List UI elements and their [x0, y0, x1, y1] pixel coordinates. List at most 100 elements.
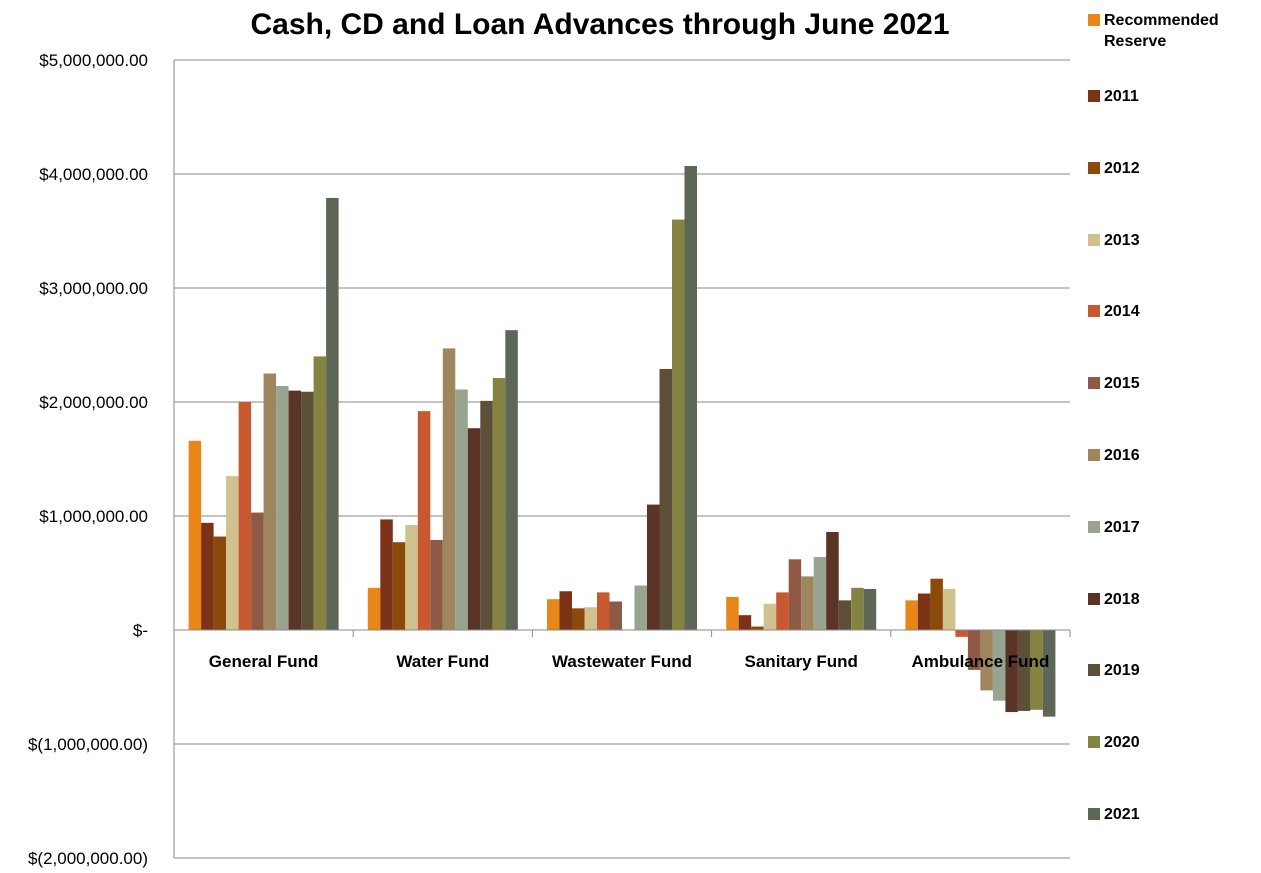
bar	[763, 603, 777, 630]
y-tick-label: $1,000,000.00	[39, 507, 148, 526]
y-tick-label: $3,000,000.00	[39, 279, 148, 298]
legend-label: 2019	[1104, 662, 1140, 680]
bar	[467, 428, 481, 630]
chart-title: Cash, CD and Loan Advances through June …	[250, 8, 950, 41]
bar	[597, 592, 610, 630]
bar	[609, 601, 622, 630]
bar	[917, 593, 931, 630]
bar	[238, 402, 252, 630]
legend-item: 2019	[1088, 660, 1254, 681]
bar	[326, 197, 339, 630]
legend-swatch	[1088, 161, 1100, 174]
bar	[213, 536, 227, 630]
legend-item: 2017	[1088, 517, 1254, 538]
y-axis-tick-labels: $5,000,000.00 $4,000,000.00 $3,000,000.00 $…	[28, 51, 148, 868]
legend-label: Recommended Reserve	[1104, 12, 1219, 50]
axes	[173, 60, 1071, 858]
legend-label: 2020	[1104, 734, 1140, 752]
legend-label: 2016	[1104, 447, 1140, 464]
bar	[367, 587, 381, 630]
x-axis-tick-labels: General Fund Water Fund Wastewater Fund San…	[209, 652, 1050, 671]
bar	[955, 630, 968, 637]
bar	[430, 539, 443, 630]
legend-label: 2012	[1104, 159, 1140, 177]
legend-swatch	[1088, 592, 1100, 605]
legend-item: 2018	[1088, 589, 1254, 610]
bar	[838, 600, 852, 630]
bar	[547, 599, 560, 630]
legend-swatch	[1088, 90, 1100, 102]
bar	[905, 600, 918, 630]
bar	[480, 400, 493, 630]
bar	[380, 519, 393, 630]
bar	[851, 587, 864, 630]
bar	[684, 166, 697, 630]
legend-item: 2016	[1088, 445, 1254, 466]
y-tick-label: $2,000,000.00	[39, 393, 148, 412]
bar	[492, 378, 506, 630]
legend-item: Recommended Reserve	[1088, 10, 1254, 52]
legend-item: 2012	[1088, 158, 1254, 179]
bar	[313, 356, 327, 630]
legend-swatch	[1088, 808, 1100, 820]
bar	[738, 615, 752, 630]
bar	[1042, 630, 1056, 717]
bar	[1005, 630, 1018, 713]
legend-label: 2011	[1104, 88, 1139, 105]
y-tick-label: $(1,000,000.00)	[28, 735, 148, 754]
legend-label: 2013	[1104, 231, 1140, 249]
legend-label: 2017	[1104, 518, 1140, 536]
legend-swatch	[1088, 233, 1100, 246]
legend-item: 2020	[1088, 732, 1254, 753]
bar	[288, 390, 302, 630]
legend-swatch	[1088, 305, 1100, 318]
x-tick-label: Sanitary Fund	[745, 652, 858, 671]
bar	[751, 626, 764, 630]
legend-item: 2021	[1088, 804, 1254, 825]
bar	[930, 578, 943, 630]
legend-item: 2015	[1088, 373, 1254, 394]
x-tick-label: Wastewater Fund	[552, 652, 692, 671]
bar	[776, 592, 789, 630]
bar	[980, 630, 993, 691]
bar	[647, 504, 660, 630]
bar	[455, 389, 468, 630]
legend-item: 2014	[1088, 301, 1254, 322]
bar	[559, 591, 572, 630]
x-tick-label: Water Fund	[396, 652, 489, 671]
bar	[634, 585, 647, 630]
bar	[417, 411, 431, 630]
bar	[392, 542, 406, 630]
legend-item: 2013	[1088, 230, 1254, 251]
legend-swatch	[1088, 14, 1100, 26]
bar	[584, 607, 597, 630]
legend-label: 2014	[1104, 303, 1140, 321]
bar	[942, 588, 956, 630]
bar	[826, 531, 839, 630]
bar	[992, 630, 1006, 701]
legend-swatch	[1088, 377, 1100, 390]
bar	[226, 476, 239, 630]
bar	[251, 512, 264, 630]
legend-label: 2015	[1104, 375, 1140, 393]
legend-swatch	[1088, 664, 1100, 677]
legend-swatch	[1088, 449, 1100, 461]
bar	[263, 373, 277, 630]
bar	[726, 596, 739, 630]
bar	[813, 557, 827, 630]
bar	[863, 588, 877, 630]
bar	[788, 559, 802, 630]
y-tick-label: $5,000,000.00	[39, 51, 148, 70]
legend-item: 2011	[1088, 86, 1254, 107]
x-tick-label: Ambulance Fund	[911, 652, 1049, 671]
bar	[1017, 630, 1031, 711]
bar	[967, 630, 981, 670]
bar	[672, 219, 685, 630]
bar	[188, 440, 202, 630]
bars	[188, 166, 1056, 717]
y-tick-label: $-	[133, 621, 148, 640]
legend-swatch	[1088, 520, 1100, 533]
x-tick-label: General Fund	[209, 652, 319, 671]
